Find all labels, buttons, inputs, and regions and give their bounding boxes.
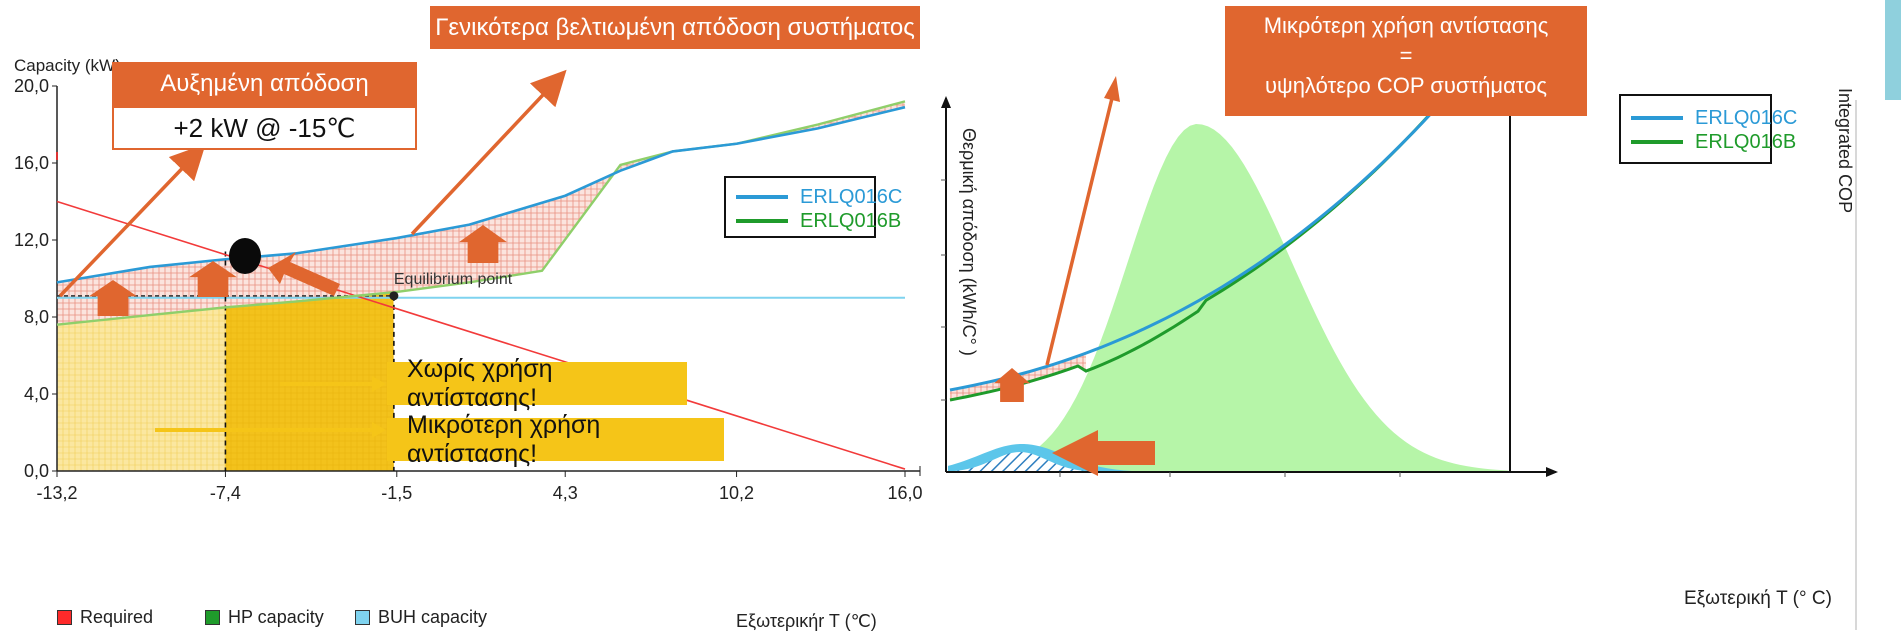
left-x-axis-title: Εξωτερικήr T (℃) bbox=[736, 611, 877, 631]
legend-item-erlq016c: ERLQ016C bbox=[726, 185, 902, 209]
right-legend-label-b: ERLQ016B bbox=[1695, 130, 1797, 153]
capacity-up-arrow-1 bbox=[89, 280, 137, 316]
cop-callout-arrow-head bbox=[1104, 76, 1120, 102]
left-y-axis-title: Capacity (kW) bbox=[14, 56, 121, 75]
right-legend-label-c: ERLQ016C bbox=[1695, 106, 1798, 129]
legend-label-c: ERLQ016C bbox=[800, 185, 903, 208]
less-heater-area bbox=[225, 292, 394, 471]
general-performance-arrow bbox=[410, 69, 567, 236]
side-tab bbox=[1885, 0, 1901, 100]
left-annotations: Equilibrium point bbox=[58, 69, 567, 438]
left-x-tick-label: -1,5 bbox=[381, 483, 412, 503]
erlq016c-cop-line bbox=[949, 19, 1512, 392]
cop-up-arrow bbox=[994, 368, 1030, 402]
right-legend: ERLQ016C ERLQ016B bbox=[1619, 94, 1797, 164]
bottom-legend-buh: BUH capacity bbox=[355, 607, 487, 628]
left-y-tick-label: 12,0 bbox=[14, 230, 49, 250]
erlq016c-line bbox=[56, 105, 906, 284]
legend-item-erlq016b: ERLQ016B bbox=[726, 209, 901, 233]
increased-performance-arrow bbox=[58, 143, 206, 298]
required-label: Required bbox=[80, 607, 154, 627]
left-y-tick-label: 20,0 bbox=[14, 76, 49, 96]
cop-callout: Μικρότερη χρήση αντίστασης = υψηλότερο C… bbox=[1225, 6, 1587, 116]
electric-heater-reduced-area bbox=[952, 452, 1100, 472]
buh-label: BUH capacity bbox=[378, 607, 488, 627]
heater-left-arrow bbox=[1052, 430, 1155, 476]
increased-value-box: +2 kW @ -15℃ bbox=[112, 106, 417, 150]
left-x-tick-label: -13,2 bbox=[36, 483, 77, 503]
cop-line-1: Μικρότερη χρήση αντίστασης bbox=[1263, 13, 1549, 38]
no-heater-area bbox=[57, 307, 226, 471]
legend-swatch-c bbox=[736, 195, 788, 199]
legend-label-b: ERLQ016B bbox=[800, 209, 902, 232]
required-swatch bbox=[57, 610, 72, 625]
left-axes: 20,0 16,0 12,0 8,0 4,0 0,0-13,2 -7,4 -1,5 4,3 10,… bbox=[14, 76, 923, 503]
left-y-tick-label: 8,0 bbox=[24, 307, 49, 327]
bottom-legend-hp: HP capacity bbox=[205, 607, 324, 628]
buh-swatch bbox=[355, 610, 370, 625]
right-legend-swatch-c bbox=[1631, 116, 1683, 120]
pointer-arrow-to-marker bbox=[268, 252, 340, 296]
equilibrium-marker bbox=[389, 291, 399, 301]
left-capacity-chart: 20,0 16,0 12,0 8,0 4,0 0,0-13,2 -7,4 -1,5 4,3 10,… bbox=[14, 69, 923, 503]
cop-line-3: υψηλότερο COP συστήματος bbox=[1264, 73, 1547, 98]
left-legend: ERLQ016C ERLQ016B bbox=[724, 176, 902, 238]
right-legend-swatch-b bbox=[1631, 140, 1683, 144]
left-y-tick-label: 4,0 bbox=[24, 384, 49, 404]
no-heater-callout: Χωρίς χρήση αντίστασης! bbox=[387, 355, 687, 412]
left-x-tick-label: 4,3 bbox=[553, 483, 578, 503]
left-y-tick-label: 0,0 bbox=[24, 461, 49, 481]
required-line bbox=[56, 200, 906, 470]
less-heater-pointer-head bbox=[372, 422, 386, 438]
right-legend-item-erlq016b: ERLQ016B bbox=[1621, 130, 1796, 154]
right-y2-axis-title: Integrated COP bbox=[1835, 88, 1855, 214]
left-y-tick-label: 16,0 bbox=[14, 153, 49, 173]
hp-swatch bbox=[205, 610, 220, 625]
no-heater-pointer-head bbox=[372, 376, 386, 392]
less-heater-text: Μικρότερη χρήση αντίστασης! bbox=[407, 410, 601, 468]
minus-15-marker bbox=[229, 238, 261, 274]
increased-performance-callout: Αυξημένη απόδοση bbox=[112, 62, 417, 106]
general-performance-text: Γενικότερα βελτιωμένη απόδοση συστήματος bbox=[435, 14, 915, 41]
hp-label: HP capacity bbox=[228, 607, 324, 627]
bottom-legend-required: Required bbox=[57, 607, 153, 628]
cop-callout-arrow bbox=[1045, 89, 1116, 366]
general-performance-callout: Γενικότερα βελτιωμένη απόδοση συστήματος bbox=[430, 6, 920, 49]
right-x-axis-title: Εξωτερική T (° C) bbox=[1684, 588, 1832, 609]
cop-line-2: = bbox=[1399, 43, 1413, 68]
capacity-up-arrow-3 bbox=[459, 225, 507, 263]
right-y-axis-arrow bbox=[941, 96, 951, 108]
right-x-axis-arrow bbox=[1546, 467, 1558, 477]
left-x-tick-label: -7,4 bbox=[210, 483, 241, 503]
left-x-tick-label: 16,0 bbox=[887, 483, 922, 503]
less-heater-callout: Μικρότερη χρήση αντίστασης! bbox=[387, 411, 724, 468]
increased-value-text: +2 kW @ -15℃ bbox=[173, 113, 356, 143]
capacity-up-arrow-2 bbox=[189, 261, 237, 297]
increased-performance-text: Αυξημένη απόδοση bbox=[160, 70, 369, 97]
left-x-tick-label: 10,2 bbox=[719, 483, 754, 503]
right-y-axis-title: Θερμική απόδοση (kWh/C° ) bbox=[959, 128, 979, 356]
right-legend-item-erlq016c: ERLQ016C bbox=[1621, 106, 1797, 130]
legend-swatch-b bbox=[736, 219, 788, 223]
heat-demand-area bbox=[945, 124, 1510, 473]
equilibrium-label: Equilibrium point bbox=[394, 271, 513, 288]
no-heater-text: Χωρίς χρήση αντίστασης! bbox=[407, 354, 553, 412]
